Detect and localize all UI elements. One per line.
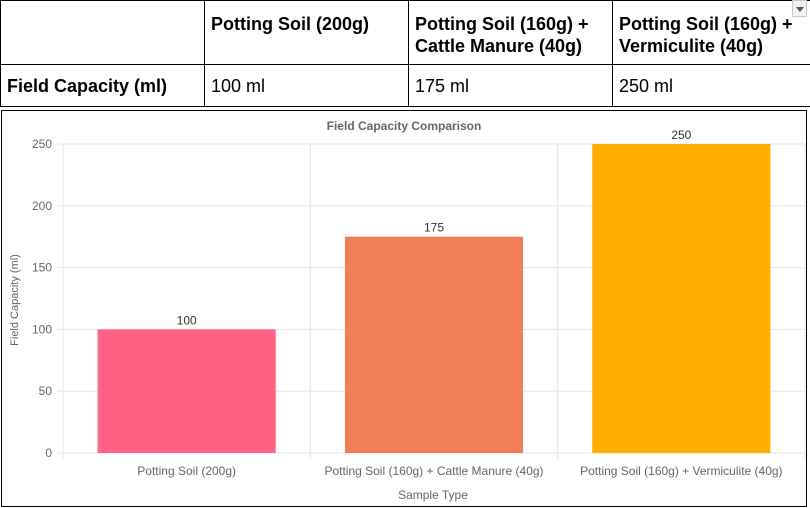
y-tick-label: 0 bbox=[45, 446, 52, 460]
y-tick-label: 150 bbox=[32, 261, 52, 275]
bar-value-label: 250 bbox=[671, 128, 691, 142]
table-cell[interactable]: 175 ml bbox=[408, 64, 613, 107]
bar[interactable] bbox=[344, 236, 524, 453]
x-tick-label: Potting Soil (160g) + Cattle Manure (40g… bbox=[324, 464, 543, 478]
bar[interactable] bbox=[97, 329, 276, 453]
data-table: Potting Soil (200g) Potting Soil (160g) … bbox=[0, 0, 810, 107]
table-header-row: Potting Soil (200g) Potting Soil (160g) … bbox=[0, 0, 810, 65]
y-axis-label: Field Capacity (ml) bbox=[9, 254, 21, 346]
table-header-cell[interactable] bbox=[0, 0, 205, 65]
table-header-cell[interactable]: Potting Soil (200g) bbox=[204, 0, 409, 65]
y-tick-label: 50 bbox=[39, 384, 53, 398]
y-tick-label: 200 bbox=[32, 199, 52, 213]
bar-chart: Field Capacity Comparison 0 50 100 150 200 25… bbox=[9, 119, 806, 502]
bars: 100 175 250 bbox=[97, 128, 771, 453]
column-dropdown-icon[interactable] bbox=[792, 0, 807, 17]
x-axis-ticks: Potting Soil (200g) Potting Soil (160g) +… bbox=[137, 464, 782, 478]
table-cell[interactable]: 250 ml bbox=[612, 64, 810, 107]
table-row-label[interactable]: Field Capacity (ml) bbox=[0, 64, 205, 107]
y-axis-ticks: 0 50 100 150 200 250 bbox=[32, 137, 52, 460]
table-row: Field Capacity (ml) 100 ml 175 ml 250 ml bbox=[0, 64, 810, 107]
table-header-cell[interactable]: Potting Soil (160g) + Cattle Manure (40g… bbox=[408, 0, 613, 65]
chart-container: Field Capacity Comparison 0 50 100 150 200 25… bbox=[1, 110, 807, 507]
x-axis-label: Sample Type bbox=[398, 488, 468, 502]
y-tick-label: 250 bbox=[32, 137, 52, 151]
x-tick-label: Potting Soil (160g) + Vermiculite (40g) bbox=[580, 464, 782, 478]
chart-title: Field Capacity Comparison bbox=[327, 119, 482, 133]
table-cell[interactable]: 100 ml bbox=[204, 64, 409, 107]
bar-value-label: 175 bbox=[424, 221, 444, 235]
bar[interactable] bbox=[592, 144, 771, 453]
y-tick-label: 100 bbox=[32, 322, 52, 336]
x-tick-label: Potting Soil (200g) bbox=[137, 464, 236, 478]
table-header-cell[interactable]: Potting Soil (160g) + Vermiculite (40g) bbox=[612, 0, 810, 65]
bar-value-label: 100 bbox=[177, 313, 197, 327]
